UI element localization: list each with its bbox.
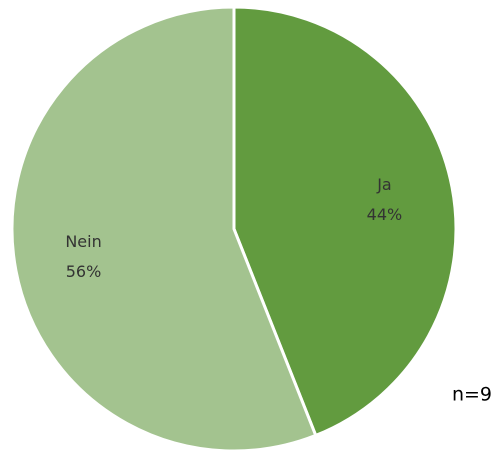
slice-label: Ja xyxy=(376,175,392,194)
slice-value-label: 44% xyxy=(367,205,403,224)
slice-label: Nein xyxy=(65,232,101,251)
annotation: n=9 xyxy=(452,384,492,406)
slice-value-label: 56% xyxy=(66,262,102,281)
pie-slice xyxy=(232,5,458,437)
pie-slice xyxy=(10,5,318,450)
